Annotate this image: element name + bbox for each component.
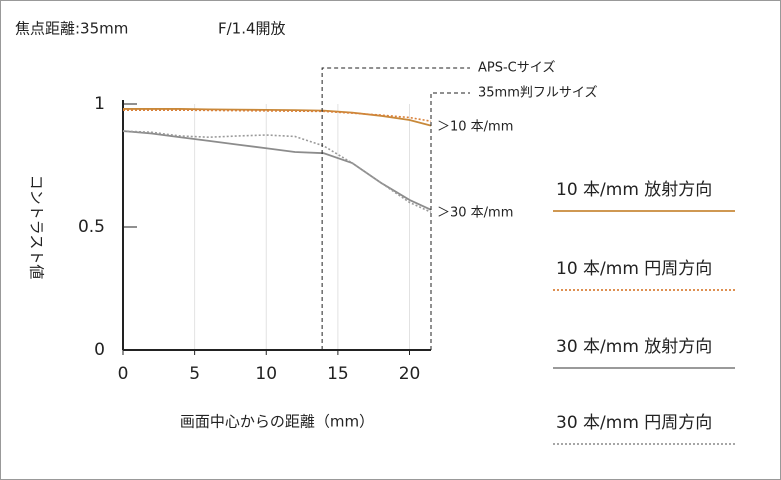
x-axis-label: 画面中心からの距離（mm） [180, 413, 374, 431]
y-tick-label: 0 [94, 340, 105, 360]
chart-title: 焦点距離:35mm [15, 20, 128, 38]
x-tick-label: 0 [118, 364, 129, 384]
line-label: ＞30 本/mm [437, 206, 513, 221]
legend-label: 30 本/mm 放射方向 [556, 337, 712, 357]
x-tick-label: 10 [255, 364, 277, 384]
series-line [123, 108, 432, 127]
x-tick-label: 15 [327, 364, 349, 384]
format-label: APS-Cサイズ [478, 60, 555, 76]
format-line [430, 92, 470, 350]
series-line [122, 130, 432, 213]
y-tick-label: 1 [94, 94, 105, 114]
line-label: ＞10 本/mm [437, 120, 513, 135]
y-axis-label: コントラスト値 [28, 175, 46, 280]
x-tick-label: 5 [189, 364, 200, 384]
format-label: 35mm判フルサイズ [478, 85, 597, 101]
x-tick-label: 20 [399, 364, 421, 384]
chart-subtitle: F/1.4開放 [218, 20, 286, 38]
format-line [321, 67, 470, 350]
series-line [123, 109, 432, 123]
legend-label: 30 本/mm 円周方向 [556, 413, 712, 433]
legend-label: 10 本/mm 放射方向 [556, 180, 712, 200]
y-tick-label: 0.5 [78, 217, 105, 237]
legend-label: 10 本/mm 円周方向 [556, 259, 712, 279]
